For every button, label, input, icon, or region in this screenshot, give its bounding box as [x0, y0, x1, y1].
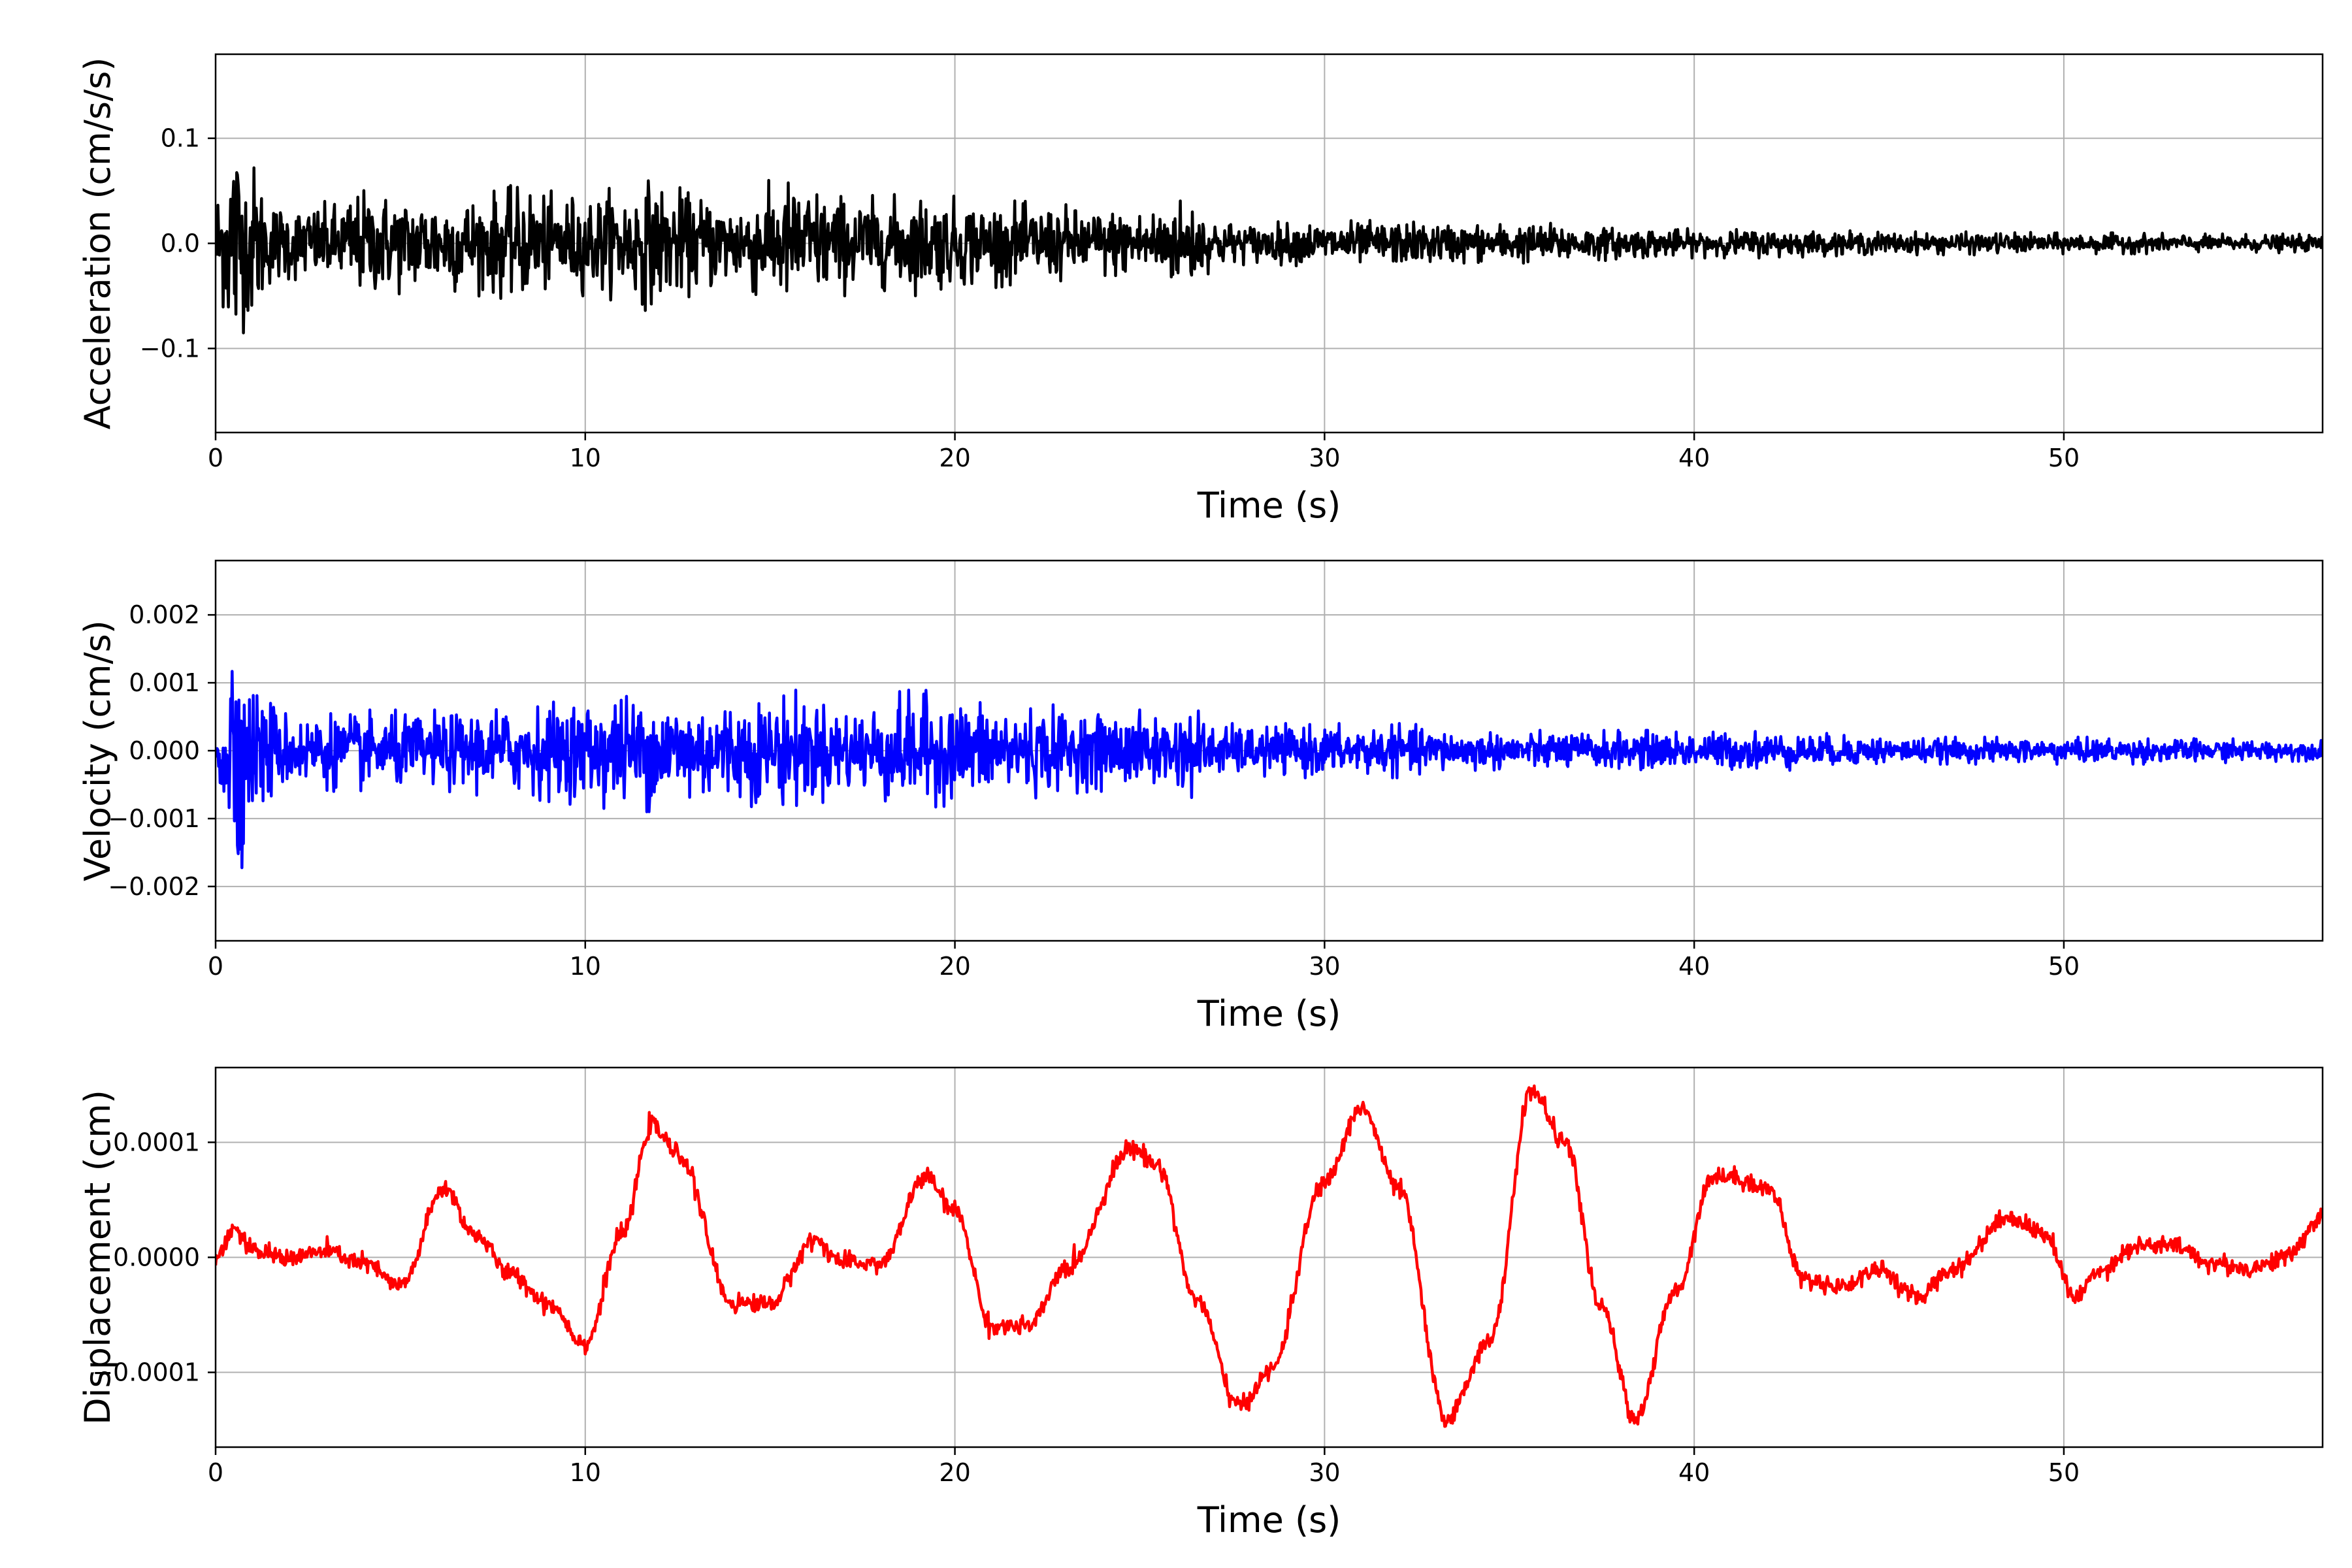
acceleration-y-axis-label: Acceleration (cm/s/s): [77, 57, 118, 430]
velocity-panel: 0 10 20 30 40 50 −0.002 −0.001 0.000 0.001 0.002 Ti…: [77, 559, 2324, 1034]
displacement-x-tick-label: 10: [570, 1458, 601, 1487]
acceleration-y-tick-label: −0.1: [140, 334, 200, 363]
displacement-x-tick-label: 20: [939, 1458, 970, 1487]
acceleration-x-tick-label: 20: [939, 444, 970, 472]
displacement-y-axis-label: Displacement (cm): [77, 1090, 118, 1425]
displacement-x-tick-label: 30: [1309, 1458, 1340, 1487]
velocity-x-tick-label: 50: [2048, 952, 2080, 981]
velocity-x-tick-label: 40: [1678, 952, 1710, 981]
displacement-x-axis-label: Time (s): [1197, 1499, 1341, 1541]
velocity-y-tick-label: 0.002: [129, 600, 200, 629]
acceleration-x-tick-label: 30: [1309, 444, 1340, 472]
acceleration-x-tick-label: 50: [2048, 444, 2080, 472]
displacement-y-tick-label: 0.0001: [113, 1128, 200, 1156]
velocity-x-tick-label: 20: [939, 952, 970, 981]
displacement-panel: 0 10 20 30 40 50 −0.0001 0.0000 0.0001 Time (s) Di…: [77, 1066, 2324, 1541]
acceleration-y-tick-label: 0.1: [161, 124, 200, 153]
displacement-y-tick-label: 0.0000: [113, 1243, 200, 1272]
acceleration-x-tick-label: 40: [1678, 444, 1710, 472]
displacement-y-tick-label: −0.0001: [92, 1358, 200, 1387]
acceleration-series-line: [216, 166, 2323, 335]
acceleration-x-axis-label: Time (s): [1197, 485, 1341, 526]
velocity-y-tick-label: −0.001: [108, 804, 200, 833]
velocity-y-tick-label: 0.000: [129, 736, 200, 765]
acceleration-x-tick-label: 0: [208, 444, 223, 472]
velocity-x-tick-label: 10: [570, 952, 601, 981]
velocity-x-tick-label: 30: [1309, 952, 1340, 981]
velocity-y-tick-label: 0.001: [129, 668, 200, 697]
velocity-y-axis-label: Velocity (cm/s): [77, 620, 118, 881]
panels: 0 10 20 30 40 50 −0.1 0.0 0.1 Time (s) Acceleratio…: [77, 53, 2324, 1541]
acceleration-x-tick-label: 10: [570, 444, 601, 472]
displacement-x-tick-label: 40: [1678, 1458, 1710, 1487]
acceleration-y-tick-label: 0.0: [161, 229, 200, 258]
displacement-x-tick-label: 50: [2048, 1458, 2080, 1487]
velocity-x-axis-label: Time (s): [1197, 993, 1341, 1034]
velocity-y-tick-label: −0.002: [108, 872, 200, 901]
acceleration-panel: 0 10 20 30 40 50 −0.1 0.0 0.1 Time (s) Acceleratio…: [77, 53, 2324, 526]
displacement-series-line: [216, 1084, 2323, 1428]
velocity-series-line: [216, 670, 2323, 870]
velocity-x-tick-label: 0: [208, 952, 223, 981]
displacement-x-tick-label: 0: [208, 1458, 223, 1487]
